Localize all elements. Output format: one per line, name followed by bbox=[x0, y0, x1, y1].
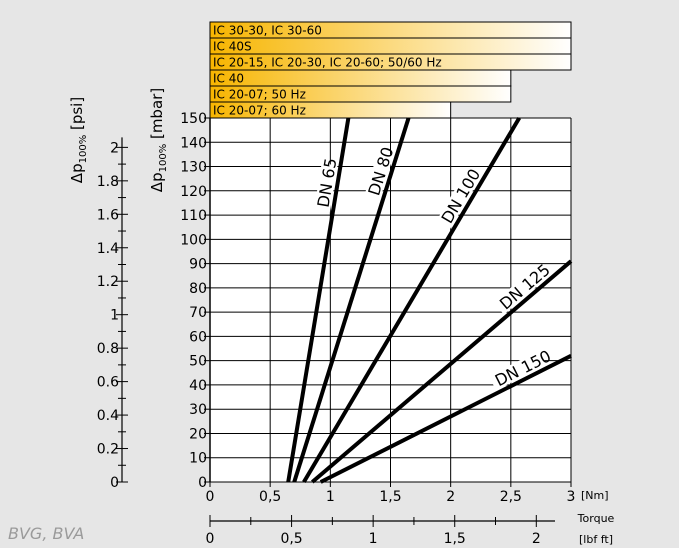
series-line-dn-80 bbox=[292, 117, 411, 483]
x2-tick-label-0: 0 bbox=[206, 531, 215, 547]
y-tick-label-40: 40 bbox=[189, 378, 207, 394]
y-tick-label-150: 150 bbox=[180, 111, 207, 127]
y-tick-label-110: 110 bbox=[180, 208, 207, 224]
y-tick-label-30: 30 bbox=[189, 402, 207, 418]
y-axis-title-mbar: Δp100% [mbar] bbox=[148, 88, 169, 192]
psi-tick-label-0-4: 0.4 bbox=[97, 408, 119, 424]
x-tick-label-1-5: 1,5 bbox=[379, 489, 401, 505]
x2-unit-lbf: [lbf ft] bbox=[579, 533, 613, 546]
x2-tick-label-2: 2 bbox=[532, 531, 541, 547]
psi-tick-label-1-6: 1.6 bbox=[97, 207, 119, 223]
psi-tick-label-1: 1 bbox=[110, 308, 119, 324]
x2-tick-label-1: 1 bbox=[369, 531, 378, 547]
y-tick-label-70: 70 bbox=[189, 305, 207, 321]
series-line-dn-150 bbox=[319, 354, 572, 484]
product-label: BVG, BVA bbox=[8, 524, 84, 543]
y-tick-label-130: 130 bbox=[180, 160, 207, 176]
range-label-ic-20-07-60-hz: IC 20-07; 60 Hz bbox=[213, 104, 306, 118]
x-unit-nm: [Nm] bbox=[581, 489, 609, 502]
y-tick-label-80: 80 bbox=[189, 281, 207, 297]
x-tick-label-0-5: 0,5 bbox=[259, 489, 281, 505]
range-label-ic-20-07-50-hz: IC 20-07; 50 Hz bbox=[213, 88, 306, 102]
x-tick-label-2-5: 2,5 bbox=[500, 489, 522, 505]
y-tick-label-100: 100 bbox=[180, 232, 207, 248]
psi-tick-label-0-2: 0.2 bbox=[97, 442, 119, 458]
x-tick-label-2: 2 bbox=[446, 489, 455, 505]
psi-tick-label-1-2: 1.2 bbox=[97, 274, 119, 290]
range-bar-ic-40 bbox=[209, 69, 512, 87]
psi-tick-label-2: 2 bbox=[110, 140, 119, 156]
psi-tick-label-1-8: 1.8 bbox=[97, 174, 119, 190]
y-tick-label-60: 60 bbox=[189, 329, 207, 345]
y-tick-label-20: 20 bbox=[189, 426, 207, 442]
y-tick-label-90: 90 bbox=[189, 257, 207, 273]
series-label-bg-dn-80 bbox=[364, 150, 394, 201]
x2-tick-label-0-5: 0,5 bbox=[280, 531, 302, 547]
series-line-dn-100 bbox=[302, 116, 521, 484]
series-label-bg-dn-65 bbox=[313, 162, 338, 213]
range-label-ic-40s: IC 40S bbox=[213, 40, 252, 54]
y-axis-title-psi: Δp100% [psi] bbox=[68, 97, 89, 183]
psi-tick-label-0-8: 0.8 bbox=[97, 341, 119, 357]
range-label-ic-30-30-ic-30-60: IC 30-30, IC 30-60 bbox=[213, 24, 322, 38]
psi-tick-label-0: 0 bbox=[110, 475, 119, 491]
series-label-bg-dn-100 bbox=[436, 171, 480, 230]
y-tick-label-120: 120 bbox=[180, 184, 207, 200]
x2-tick-label-1-5: 1,5 bbox=[444, 531, 466, 547]
y-tick-label-0: 0 bbox=[198, 475, 207, 491]
series-line-dn-65 bbox=[286, 117, 351, 483]
range-label-ic-20-15-ic-20-30-ic-20-60-50-60-hz: IC 20-15, IC 20-30, IC 20-60; 50/60 Hz bbox=[213, 56, 442, 70]
x-axis-title: Torque bbox=[577, 512, 615, 525]
y-tick-label-50: 50 bbox=[189, 354, 207, 370]
range-bar-ic-40s bbox=[209, 37, 572, 55]
x-tick-label-0: 0 bbox=[206, 489, 215, 505]
x-tick-label-1: 1 bbox=[326, 489, 335, 505]
series-line-dn-125 bbox=[310, 259, 573, 484]
psi-tick-label-1-4: 1.4 bbox=[97, 241, 119, 257]
x-tick-label-3: 3 bbox=[567, 489, 576, 505]
series-label-bg-dn-150 bbox=[488, 350, 547, 391]
y-tick-label-10: 10 bbox=[189, 451, 207, 467]
psi-tick-label-0-6: 0.6 bbox=[97, 375, 119, 391]
y-tick-label-140: 140 bbox=[180, 135, 207, 151]
range-label-ic-40: IC 40 bbox=[213, 72, 244, 86]
series-label-bg-dn-125 bbox=[493, 265, 548, 315]
